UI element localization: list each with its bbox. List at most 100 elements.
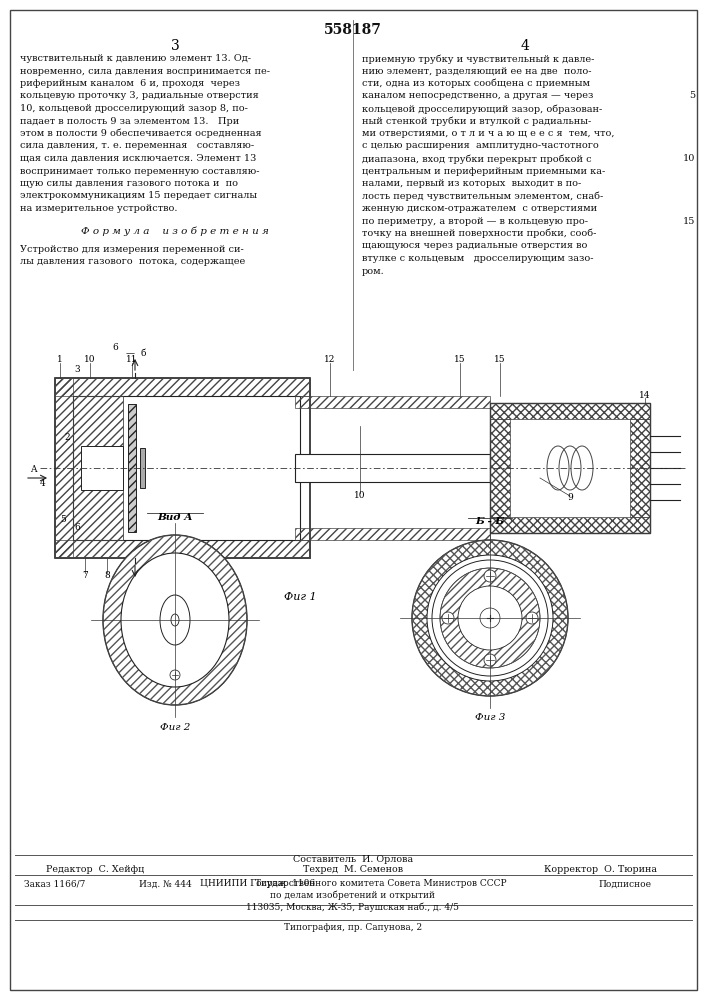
Text: на измерительное устройство.: на измерительное устройство. — [20, 204, 177, 213]
Text: 2: 2 — [64, 434, 70, 442]
Text: щую силы давления газового потока и  по: щую силы давления газового потока и по — [20, 179, 238, 188]
Circle shape — [427, 555, 553, 681]
Text: Вид А: Вид А — [157, 512, 193, 522]
Text: 3: 3 — [74, 365, 80, 374]
Text: кольцевую проточку 3, радиальные отверстия: кольцевую проточку 3, радиальные отверст… — [20, 92, 259, 101]
Text: ный стенкой трубки и втулкой с радиальны-: ный стенкой трубки и втулкой с радиальны… — [362, 116, 591, 126]
Text: 10, кольцевой дросселирующий зазор 8, по-: 10, кольцевой дросселирующий зазор 8, по… — [20, 104, 248, 113]
Circle shape — [480, 608, 500, 628]
Bar — [490, 403, 650, 533]
Text: центральным и периферийным приемными ка-: центральным и периферийным приемными ка- — [362, 166, 605, 176]
Text: сти, одна из которых сообщена с приемным: сти, одна из которых сообщена с приемным — [362, 79, 590, 89]
Text: 7: 7 — [82, 572, 88, 580]
Text: Редактор  С. Хейфц: Редактор С. Хейфц — [46, 865, 144, 874]
Text: лы давления газового  потока, содержащее: лы давления газового потока, содержащее — [20, 257, 245, 266]
Text: ЦНИИПИ Государственного комитета Совета Министров СССР: ЦНИИПИ Государственного комитета Совета … — [199, 880, 506, 888]
Text: A: A — [30, 466, 36, 475]
Bar — [81, 446, 123, 490]
Text: женную диском-отражателем  с отверстиями: женную диском-отражателем с отверстиями — [362, 204, 597, 213]
Text: Изд. № 444: Изд. № 444 — [139, 880, 192, 888]
Text: 4: 4 — [40, 479, 46, 488]
Text: 558187: 558187 — [324, 23, 382, 37]
Ellipse shape — [103, 535, 247, 705]
Text: 4: 4 — [520, 39, 530, 53]
Text: Ф о р м у л а    и з о б р е т е н и я: Ф о р м у л а и з о б р е т е н и я — [81, 227, 269, 236]
Text: 15: 15 — [683, 217, 695, 226]
Text: Фиг 1: Фиг 1 — [284, 592, 316, 602]
Text: ром.: ром. — [362, 266, 385, 275]
Text: 10: 10 — [84, 356, 95, 364]
Bar — [73, 396, 300, 540]
Text: 5: 5 — [689, 92, 695, 101]
Text: электрокоммуникациям 15 передает сигналы: электрокоммуникациям 15 передает сигналы — [20, 192, 257, 200]
Bar — [55, 378, 310, 396]
Text: Типография, пр. Сапунова, 2: Типография, пр. Сапунова, 2 — [284, 922, 422, 932]
Text: Устройство для измерения переменной си-: Устройство для измерения переменной си- — [20, 244, 244, 253]
Bar — [630, 419, 650, 517]
Text: кольцевой дросселирующий зазор, образован-: кольцевой дросселирующий зазор, образова… — [362, 104, 602, 113]
Text: новременно, сила давления воспринимается пе-: новременно, сила давления воспринимается… — [20, 66, 270, 76]
Text: 11: 11 — [127, 356, 138, 364]
Bar — [73, 396, 123, 540]
Ellipse shape — [160, 595, 190, 645]
Text: ми отверстиями, о т л и ч а ю щ е е с я  тем, что,: ми отверстиями, о т л и ч а ю щ е е с я … — [362, 129, 614, 138]
Text: Фиг 2: Фиг 2 — [160, 722, 190, 732]
Circle shape — [526, 612, 538, 624]
Bar — [490, 403, 650, 419]
Text: щающуюся через радиальные отверстия во: щающуюся через радиальные отверстия во — [362, 241, 588, 250]
Bar — [55, 540, 310, 558]
Text: Фиг 3: Фиг 3 — [475, 714, 506, 722]
Ellipse shape — [171, 614, 179, 626]
Ellipse shape — [121, 553, 229, 687]
Text: 1: 1 — [57, 356, 63, 364]
Text: Техред  М. Семенов: Техред М. Семенов — [303, 865, 403, 874]
Circle shape — [412, 540, 568, 696]
Bar — [490, 517, 650, 533]
Text: падает в полость 9 за элементом 13.   При: падает в полость 9 за элементом 13. При — [20, 116, 239, 125]
Text: 6: 6 — [74, 524, 80, 532]
Circle shape — [484, 654, 496, 666]
Text: налами, первый из которых  выходит в по-: налами, первый из которых выходит в по- — [362, 179, 581, 188]
Text: 10: 10 — [683, 154, 695, 163]
Text: 113035, Москва, Ж-35, Раушская наб., д. 4/5: 113035, Москва, Ж-35, Раушская наб., д. … — [247, 902, 460, 912]
Text: б: б — [140, 349, 146, 358]
Bar — [295, 528, 490, 540]
Text: по делам изобретений и открытий: по делам изобретений и открытий — [271, 890, 436, 900]
Text: втулке с кольцевым   дросселирующим зазо-: втулке с кольцевым дросселирующим зазо- — [362, 254, 593, 263]
Bar — [490, 419, 510, 517]
Text: диапазона, вход трубки перекрыт пробкой с: диапазона, вход трубки перекрыт пробкой … — [362, 154, 592, 163]
Text: риферийным каналом  6 и, проходя  через: риферийным каналом 6 и, проходя через — [20, 79, 240, 88]
Text: —: — — [126, 349, 134, 358]
Text: 3: 3 — [170, 39, 180, 53]
Text: 10: 10 — [354, 491, 366, 500]
Text: Корректор  О. Тюрина: Корректор О. Тюрина — [544, 865, 657, 874]
Text: 14: 14 — [639, 390, 650, 399]
Text: воспринимает только переменную составляю-: воспринимает только переменную составляю… — [20, 166, 259, 176]
Text: нию элемент, разделяющий ее на две  поло-: нию элемент, разделяющий ее на две поло- — [362, 66, 592, 76]
Text: Заказ 1166/7: Заказ 1166/7 — [24, 880, 86, 888]
Text: 5: 5 — [60, 516, 66, 524]
Text: 15: 15 — [454, 356, 466, 364]
Circle shape — [170, 670, 180, 680]
Circle shape — [484, 570, 496, 582]
Bar — [140, 448, 145, 488]
Text: каналом непосредственно, а другая — через: каналом непосредственно, а другая — чере… — [362, 92, 593, 101]
Text: по периметру, а второй — в кольцевую про-: по периметру, а второй — в кольцевую про… — [362, 217, 588, 226]
Text: 12: 12 — [325, 356, 336, 364]
Circle shape — [442, 612, 454, 624]
Bar — [295, 396, 490, 408]
Text: сила давления, т. е. переменная   составляю-: сила давления, т. е. переменная составля… — [20, 141, 254, 150]
Bar — [128, 404, 136, 532]
Text: с целью расширения  амплитудно-частотного: с целью расширения амплитудно-частотного — [362, 141, 599, 150]
Circle shape — [440, 568, 540, 668]
Text: Тираж  1106: Тираж 1106 — [255, 880, 315, 888]
Bar — [295, 454, 490, 482]
Text: лость перед чувствительным элементом, снаб-: лость перед чувствительным элементом, сн… — [362, 192, 603, 201]
Text: точку на внешней поверхности пробки, сооб-: точку на внешней поверхности пробки, соо… — [362, 229, 597, 238]
Text: 8: 8 — [104, 572, 110, 580]
Text: Б - Б: Б - Б — [475, 518, 505, 526]
Text: 15: 15 — [494, 356, 506, 364]
Text: чувствительный к давлению элемент 13. Од-: чувствительный к давлению элемент 13. Од… — [20, 54, 251, 63]
Text: приемную трубку и чувствительный к давле-: приемную трубку и чувствительный к давле… — [362, 54, 595, 64]
Text: щая сила давления исключается. Элемент 13: щая сила давления исключается. Элемент 1… — [20, 154, 257, 163]
